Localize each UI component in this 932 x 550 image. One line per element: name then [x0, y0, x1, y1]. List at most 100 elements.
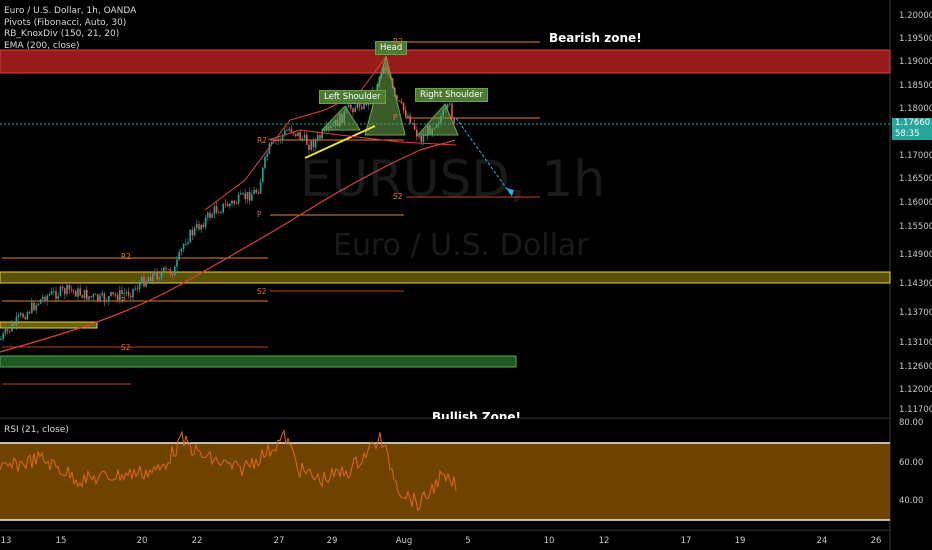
candle-body: [99, 295, 101, 301]
candle-body: [411, 123, 414, 124]
candle-body: [286, 130, 288, 132]
candle-body: [244, 193, 246, 200]
candle-body: [215, 206, 218, 213]
candle-body: [400, 101, 403, 103]
candle-body: [279, 139, 282, 141]
price-tick-label: 1.13100: [899, 338, 932, 348]
candle-body: [209, 212, 211, 218]
candle-body: [418, 136, 420, 137]
price-tick-label: 1.12600: [899, 362, 932, 372]
candle-body: [35, 304, 37, 311]
candle-body: [246, 191, 249, 200]
candle-body: [127, 291, 130, 296]
candle-body: [141, 277, 143, 284]
candle-body: [347, 104, 350, 108]
candle-body: [105, 300, 108, 302]
candle-body: [79, 288, 81, 296]
candle-body: [97, 294, 99, 301]
candle-body: [134, 288, 136, 290]
candle-body: [299, 132, 301, 140]
time-tick-label: 29: [326, 536, 338, 546]
head-annotation[interactable]: Head: [375, 41, 408, 55]
candle-body: [11, 323, 13, 332]
bullish-zone-rect: [0, 355, 517, 368]
ema-indicator-label[interactable]: EMA (200, close): [4, 40, 80, 51]
candle-body: [237, 194, 240, 204]
candle-body: [119, 290, 121, 301]
candle-body: [77, 288, 79, 297]
candle-body: [229, 203, 231, 207]
candle-body: [207, 212, 209, 218]
left-shoulder-annotation[interactable]: Left Shoulder: [319, 90, 386, 104]
candle-body: [402, 102, 405, 111]
candle-body: [64, 288, 66, 295]
candle-body: [361, 107, 363, 109]
candle-body: [409, 115, 411, 124]
candle-body: [356, 100, 359, 108]
candle-body: [158, 277, 161, 280]
candle-body: [398, 100, 400, 102]
candle-body: [152, 273, 154, 282]
symbol-title[interactable]: Euro / U.S. Dollar, 1h, OANDA: [4, 6, 137, 16]
candle-body: [57, 295, 59, 299]
candle-body: [39, 299, 42, 304]
pivots-indicator-label[interactable]: Pivots (Fibonacci, Auto, 30): [4, 17, 127, 28]
price-tick-label: 1.18500: [899, 81, 932, 91]
candle-body: [290, 128, 293, 133]
candle-body: [312, 140, 315, 148]
time-tick-label: 12: [598, 536, 610, 546]
time-tick-label: 26: [870, 536, 882, 546]
time-tick-label: 13: [0, 536, 12, 546]
knoxdiv-indicator-label[interactable]: RB_KnoxDiv (150, 21, 20): [4, 29, 120, 39]
candle-body: [171, 274, 174, 276]
candle-body: [191, 229, 194, 236]
candle-body: [13, 323, 15, 326]
price-tick-label: 1.12000: [899, 385, 932, 395]
candle-body: [15, 316, 18, 326]
candle-body: [42, 296, 44, 300]
price-tick-label: 1.13700: [899, 308, 932, 318]
candle-body: [301, 138, 304, 140]
candle-body: [182, 244, 185, 249]
candle-body: [26, 312, 29, 320]
candle-body: [178, 251, 180, 260]
candle-body: [4, 329, 7, 334]
candle-body: [24, 317, 26, 320]
candle-body: [72, 289, 75, 291]
price-tick-label: 1.19000: [899, 57, 932, 67]
candle-body: [180, 248, 183, 252]
candle-body: [226, 204, 229, 207]
candle-body: [55, 291, 57, 299]
rsi-indicator-label[interactable]: RSI (21, close): [4, 425, 69, 435]
rsi-band: [0, 443, 890, 520]
candle-body: [28, 312, 31, 313]
candle-body: [306, 134, 308, 145]
candle-body: [81, 295, 84, 299]
candle-body: [213, 206, 216, 215]
candle-body: [33, 302, 35, 311]
price-tick-label: 1.18000: [899, 104, 932, 114]
candle-body: [187, 242, 189, 244]
projection-arrow-line: [455, 117, 513, 197]
ema-200-line: [0, 139, 456, 353]
candle-body: [405, 110, 407, 118]
candle-body: [167, 269, 169, 270]
candle-body: [303, 134, 306, 139]
knox-divergence-line: [267, 129, 457, 146]
candle-body: [70, 289, 73, 291]
candle-body: [321, 130, 323, 139]
candle-body: [165, 267, 167, 270]
price-tick-label: 1.16000: [899, 198, 932, 208]
candle-body: [149, 277, 152, 282]
right-shoulder-annotation[interactable]: Right Shoulder: [415, 88, 488, 102]
candle-body: [196, 224, 198, 228]
candle-body: [281, 134, 284, 140]
neckline-trend: [304, 125, 376, 159]
candle-body: [350, 104, 352, 109]
candle-body: [416, 129, 418, 137]
candle-body: [83, 289, 86, 299]
candle-body: [193, 227, 196, 236]
candle-body: [268, 143, 271, 154]
pivot-label-p: P: [393, 113, 398, 122]
